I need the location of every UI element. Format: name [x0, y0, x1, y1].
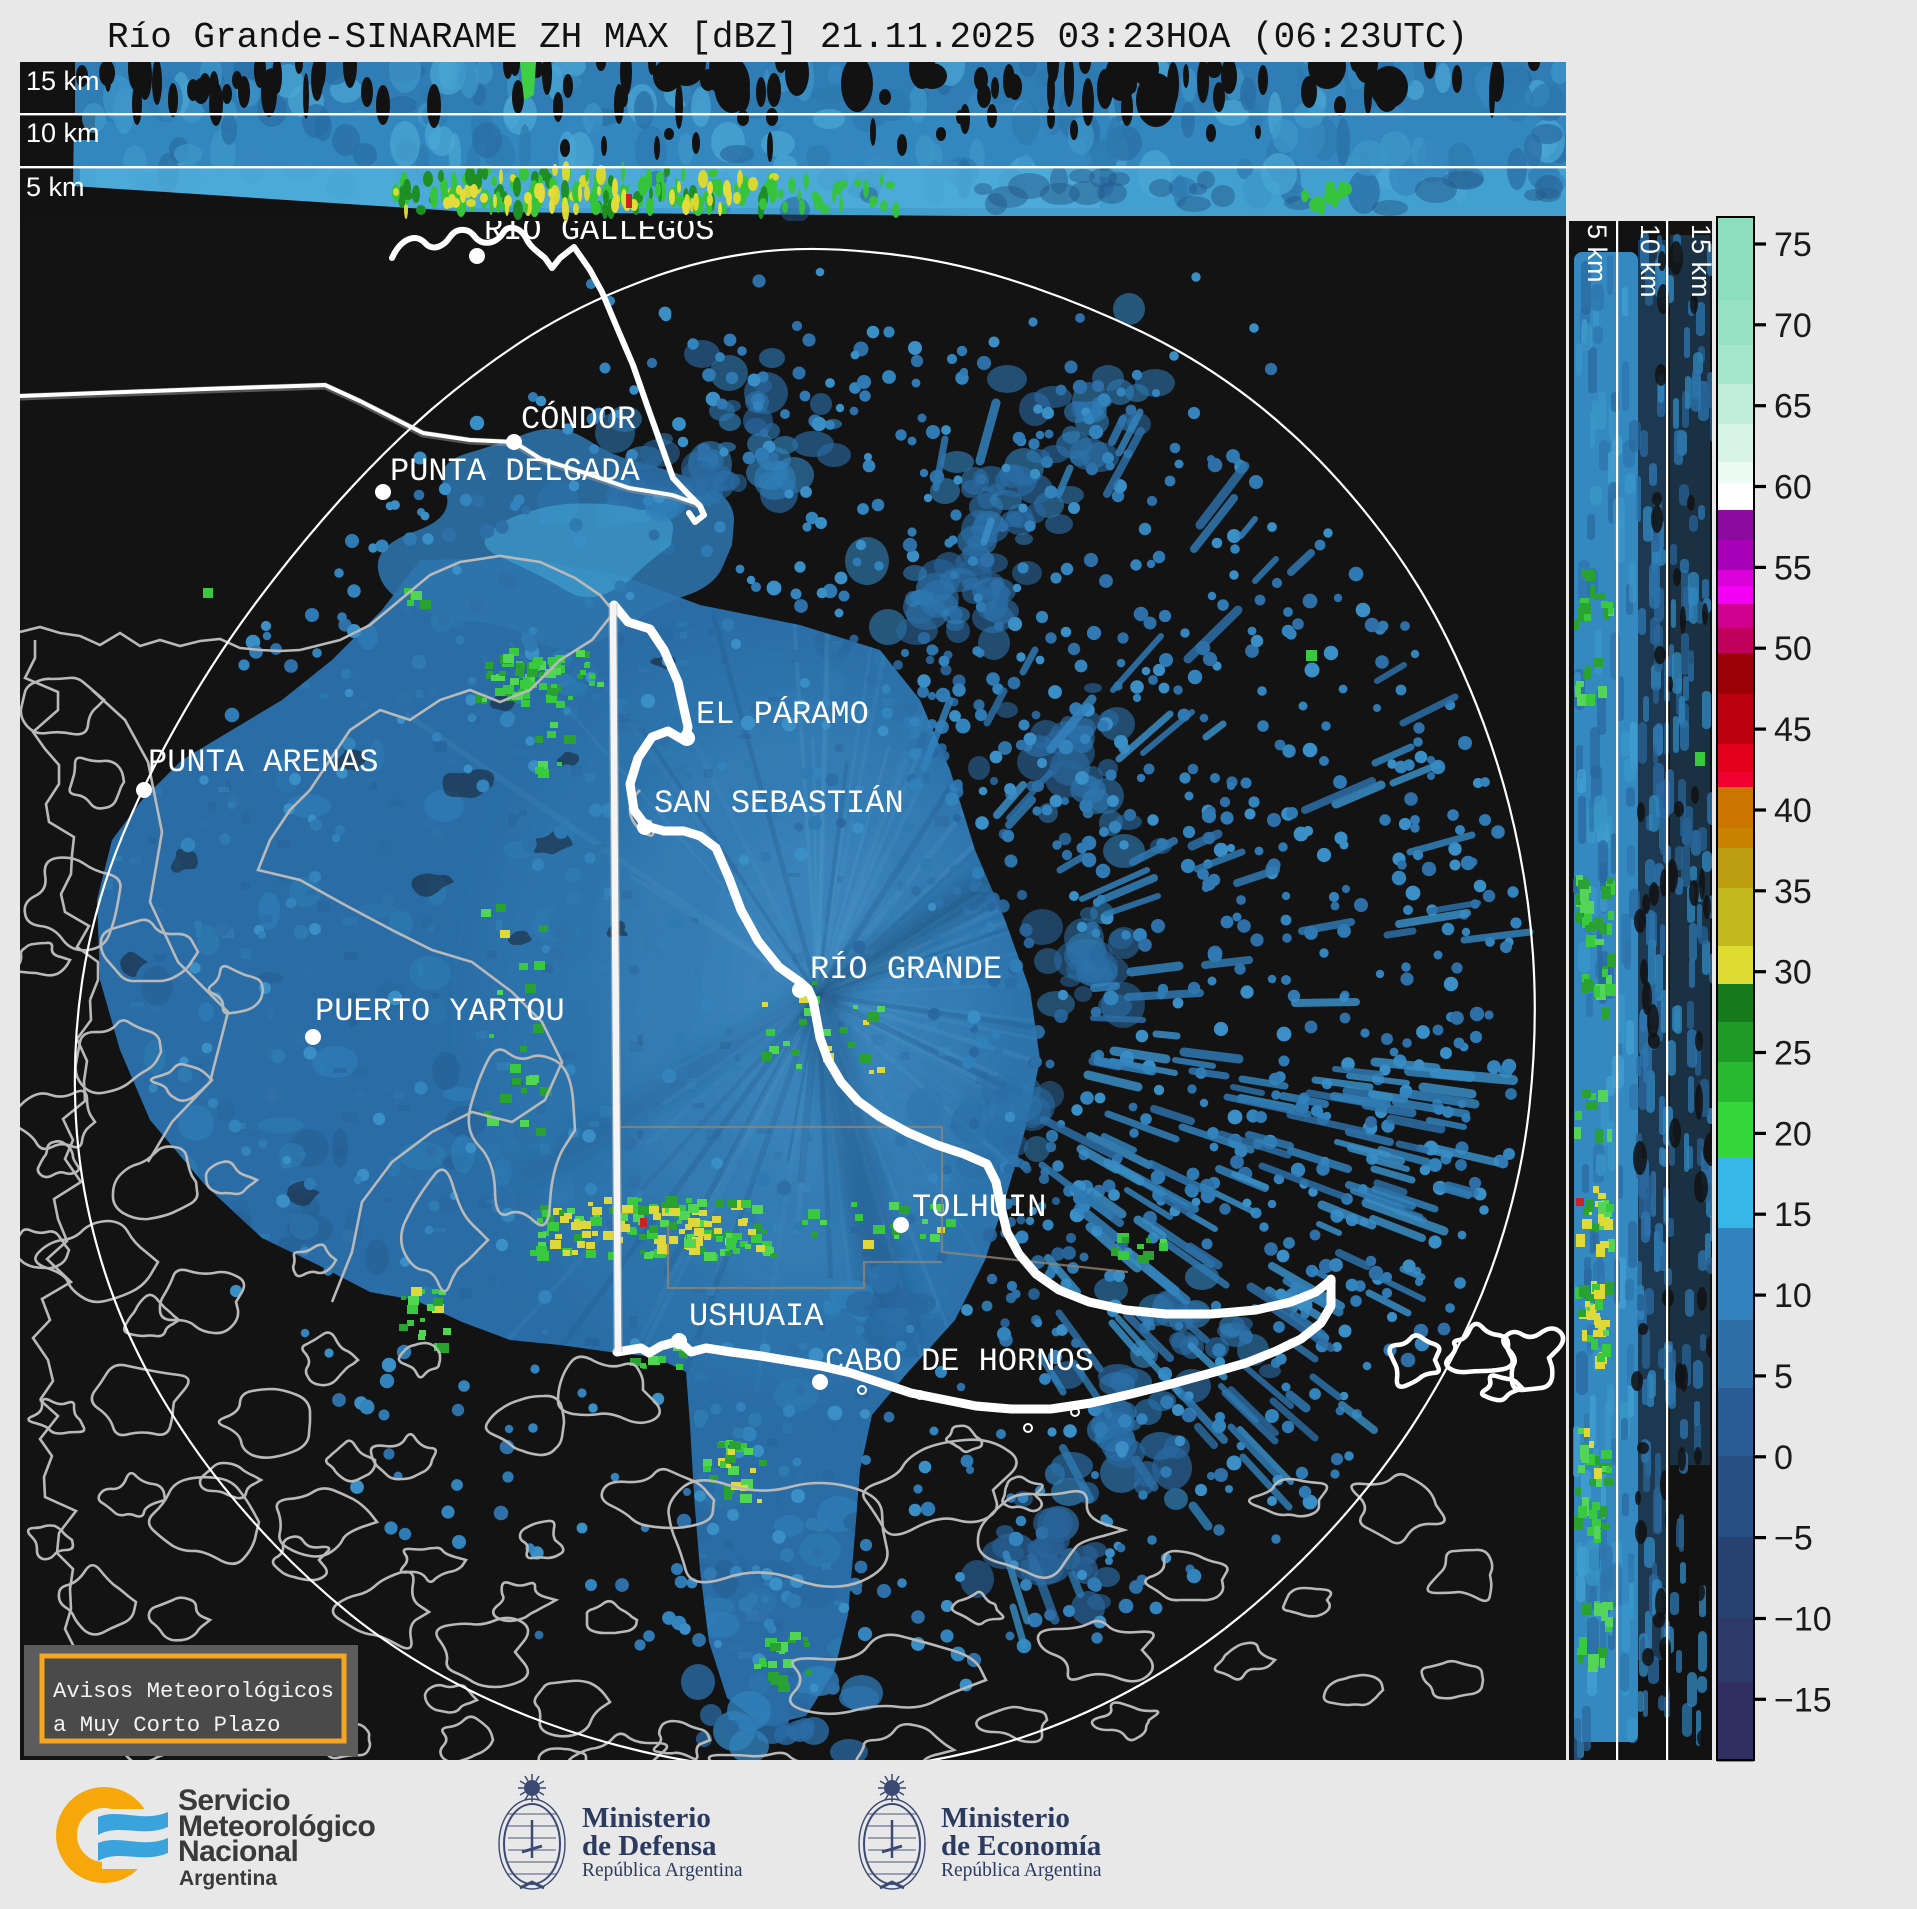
- svg-text:CABO DE HORNOS: CABO DE HORNOS: [825, 1343, 1094, 1380]
- svg-text:15 km: 15 km: [1686, 224, 1716, 298]
- svg-text:Avisos Meteorológicos: Avisos Meteorológicos: [53, 1678, 334, 1704]
- svg-text:Argentina: Argentina: [179, 1867, 277, 1890]
- svg-text:PUNTA DELGADA: PUNTA DELGADA: [390, 453, 640, 490]
- svg-text:35: 35: [1774, 873, 1812, 911]
- svg-text:5 km: 5 km: [26, 172, 85, 202]
- svg-text:República Argentina: República Argentina: [582, 1860, 743, 1881]
- svg-text:Servicio: Servicio: [178, 1784, 290, 1817]
- svg-text:15: 15: [1774, 1196, 1812, 1234]
- svg-text:−10: −10: [1774, 1601, 1832, 1639]
- svg-text:30: 30: [1774, 954, 1812, 992]
- svg-text:EL PÁRAMO: EL PÁRAMO: [696, 696, 869, 733]
- svg-text:República Argentina: República Argentina: [941, 1860, 1102, 1881]
- svg-text:CÓNDOR: CÓNDOR: [521, 401, 636, 438]
- svg-text:Ministerio: Ministerio: [582, 1802, 711, 1834]
- svg-text:RÍO GALLEGOS: RÍO GALLEGOS: [484, 212, 714, 249]
- svg-text:15 km: 15 km: [26, 66, 100, 96]
- svg-text:a Muy Corto Plazo: a Muy Corto Plazo: [53, 1712, 280, 1738]
- svg-text:5: 5: [1774, 1358, 1793, 1396]
- svg-text:−5: −5: [1774, 1520, 1813, 1558]
- svg-text:45: 45: [1774, 711, 1812, 749]
- svg-text:−15: −15: [1774, 1681, 1832, 1719]
- svg-text:USHUAIA: USHUAIA: [689, 1298, 824, 1335]
- svg-text:50: 50: [1774, 630, 1812, 668]
- svg-text:75: 75: [1774, 226, 1812, 264]
- svg-text:10 km: 10 km: [26, 118, 100, 148]
- svg-text:TOLHUIN: TOLHUIN: [912, 1189, 1046, 1226]
- svg-text:de Defensa: de Defensa: [582, 1830, 717, 1862]
- svg-text:Nacional: Nacional: [178, 1835, 298, 1868]
- svg-text:70: 70: [1774, 307, 1812, 345]
- svg-text:RÍO GRANDE: RÍO GRANDE: [810, 951, 1002, 988]
- svg-text:40: 40: [1774, 792, 1812, 830]
- svg-text:Ministerio: Ministerio: [941, 1802, 1070, 1834]
- svg-text:SAN SEBASTIÁN: SAN SEBASTIÁN: [654, 785, 904, 822]
- svg-text:65: 65: [1774, 388, 1812, 426]
- svg-text:0: 0: [1774, 1439, 1793, 1477]
- svg-text:10: 10: [1774, 1277, 1812, 1315]
- svg-text:de Economía: de Economía: [941, 1830, 1102, 1862]
- svg-text:10 km: 10 km: [1635, 224, 1665, 298]
- svg-text:60: 60: [1774, 469, 1812, 507]
- svg-text:25: 25: [1774, 1035, 1812, 1073]
- svg-text:55: 55: [1774, 549, 1812, 587]
- svg-text:5 km: 5 km: [1582, 224, 1612, 283]
- svg-text:Meteorológico: Meteorológico: [178, 1810, 375, 1843]
- svg-text:20: 20: [1774, 1115, 1812, 1153]
- svg-text:PUERTO YARTOU: PUERTO YARTOU: [315, 993, 565, 1030]
- svg-text:PUNTA ARENAS: PUNTA ARENAS: [148, 744, 378, 781]
- svg-text:Río Grande-SINARAME ZH MAX [dB: Río Grande-SINARAME ZH MAX [dBZ] 21.11.2…: [107, 17, 1468, 58]
